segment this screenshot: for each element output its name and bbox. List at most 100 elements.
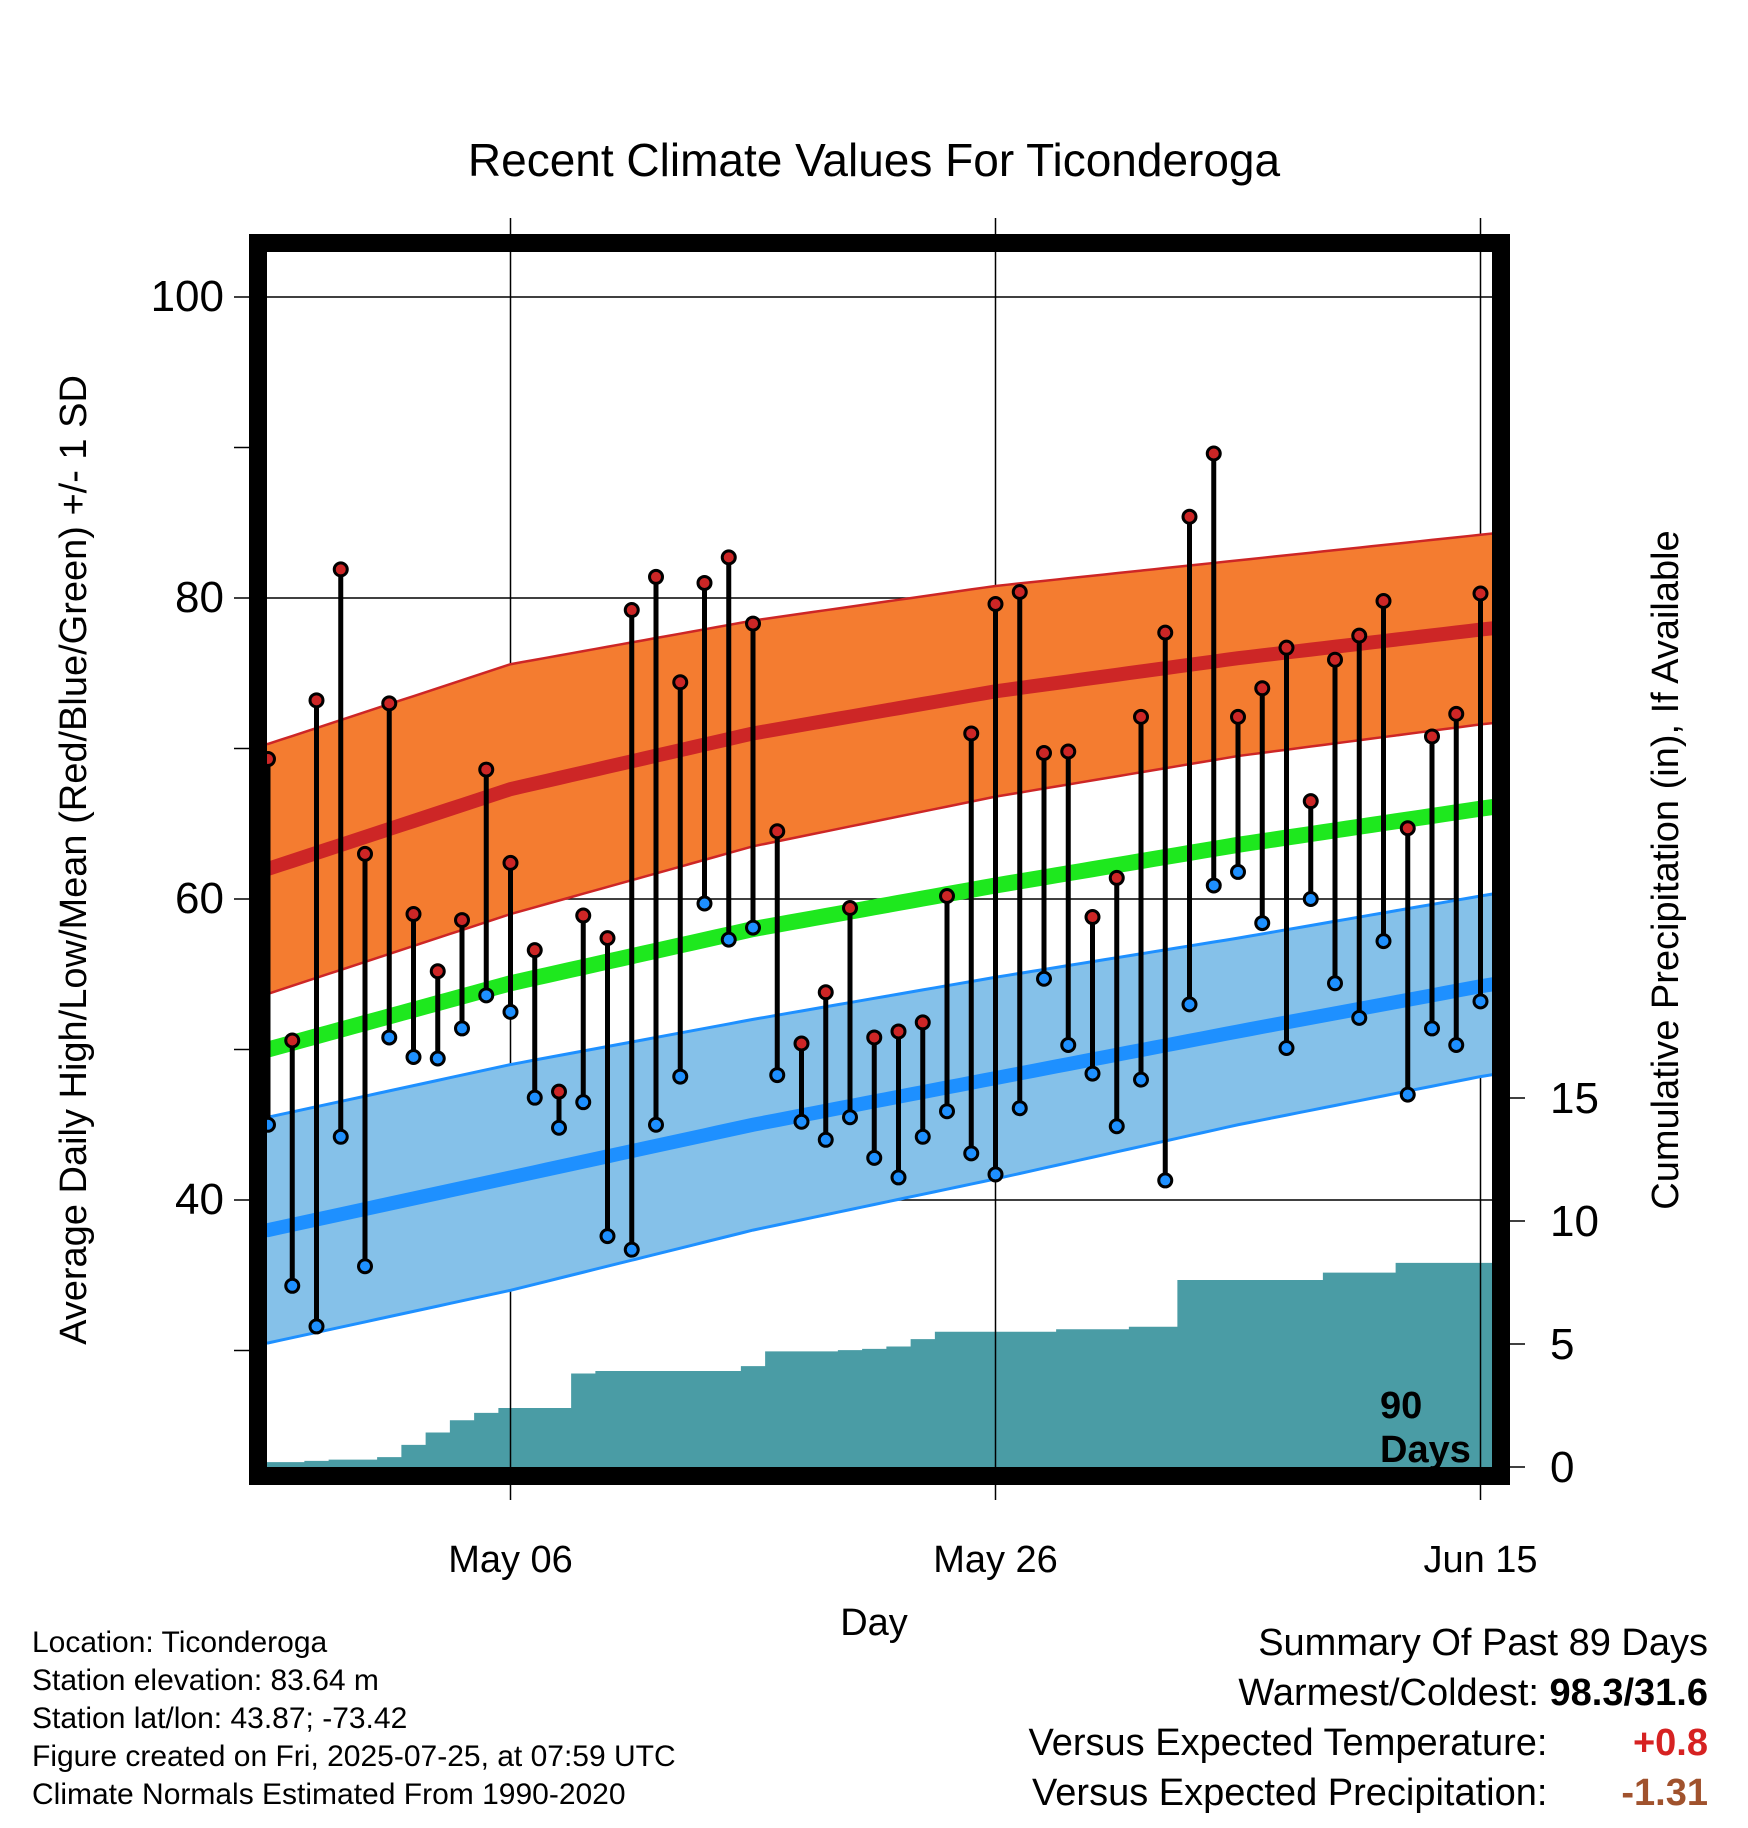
chart-title: Recent Climate Values For Ticonderoga [468, 134, 1281, 186]
high-point [1375, 593, 1392, 610]
high-point [1424, 728, 1440, 745]
high-point [1448, 705, 1465, 722]
high-point [1547, 468, 1560, 481]
low-point [648, 1116, 664, 1133]
day-observation [963, 725, 980, 1162]
temp-value: +0.8 [1632, 1722, 1708, 1764]
day-observation [454, 912, 470, 1037]
high-point [357, 845, 373, 862]
high-point [1668, 333, 1681, 346]
day-observation [1230, 708, 1246, 880]
low-point [599, 1228, 616, 1245]
low-point [623, 1241, 640, 1258]
low-point [1692, 899, 1705, 912]
normals-text: Climate Normals Estimated From 1990-2020 [32, 1778, 626, 1811]
low-band-lower-edge [263, 1072, 1496, 1345]
location-text: Location: Ticonderoga [32, 1626, 328, 1659]
high-point [1108, 869, 1125, 886]
high-point [429, 963, 446, 980]
day-observation [987, 596, 1004, 1183]
day-observation [1351, 627, 1368, 1026]
day-observation [1741, 643, 1748, 1055]
plot-area [263, 248, 1748, 1471]
summary-panel: Summary Of Past 89 Days Warmest/Coldest:… [1029, 1618, 1708, 1818]
high-point [939, 887, 955, 904]
day-observation [1523, 554, 1536, 803]
high-point [405, 906, 422, 923]
day-observation [526, 942, 543, 1106]
low-point [745, 919, 761, 936]
y-tick-label: 100 [151, 272, 224, 321]
low-point [1181, 996, 1198, 1013]
day-observation [599, 930, 616, 1245]
high-point [1717, 754, 1730, 767]
day-observation [890, 1023, 907, 1186]
high-point [1472, 585, 1489, 602]
day-observation [842, 900, 858, 1126]
low-point [720, 931, 737, 948]
y2-tick-label: 0 [1550, 1443, 1574, 1492]
day-observation [745, 615, 761, 936]
low-point [793, 1113, 810, 1130]
day-observation [817, 984, 834, 1148]
low-point [817, 1131, 834, 1148]
low-point [502, 1003, 519, 1020]
day-observation [1302, 793, 1319, 907]
day-observation [1375, 593, 1392, 950]
low-point [890, 1169, 907, 1186]
low-point [332, 1128, 349, 1145]
day-observation [769, 823, 786, 1084]
precipitation-area [263, 1262, 1496, 1467]
summary-row-precip: Versus Expected Precipitation: -1.31 [1029, 1768, 1708, 1818]
mean-normal-line [263, 798, 1496, 1058]
day-observation [1399, 820, 1416, 1103]
high-point [1254, 680, 1271, 697]
low-point [1571, 861, 1584, 874]
day-observation [1108, 869, 1125, 1135]
low-point [1424, 1020, 1440, 1037]
day-observation [381, 695, 398, 1046]
y-axis-label: Average Daily High/Low/Mean (Red/Blue/Gr… [53, 375, 95, 1345]
high-band-upper-edge [263, 531, 1496, 746]
low-point [1472, 993, 1489, 1010]
x-tick-label: Jun 15 [1423, 1539, 1537, 1581]
high-point [1060, 743, 1077, 760]
day-observation [1205, 445, 1222, 894]
low-point [1375, 933, 1392, 950]
high-point [696, 574, 713, 591]
high-point [1278, 639, 1295, 656]
y-tick-label: 80 [175, 573, 224, 622]
high-point [575, 907, 592, 924]
low-point [696, 895, 713, 912]
high-point [769, 823, 786, 840]
today-days-count: 90 [1380, 1385, 1422, 1427]
day-observation [284, 1032, 301, 1294]
high-point [284, 1032, 301, 1049]
precipitation-area-layer [263, 1262, 1496, 1467]
day-observation [914, 1014, 931, 1145]
high-band-lower-edge [263, 721, 1496, 996]
high-point [1230, 708, 1246, 725]
low-point [1547, 753, 1560, 766]
day-observation [1547, 468, 1560, 765]
low-point [1523, 790, 1536, 803]
high-point [1302, 793, 1319, 810]
low-point [429, 1050, 446, 1067]
low-point [1036, 970, 1052, 987]
low-point [939, 1103, 955, 1120]
day-observation [1133, 708, 1149, 1088]
low-point [987, 1166, 1004, 1183]
y-tick-label: 40 [175, 1175, 224, 1224]
day-observation [308, 692, 325, 1335]
x-axis-label: Day [840, 1602, 908, 1644]
low-point [478, 987, 495, 1004]
high-point [1327, 651, 1343, 668]
high-point [963, 725, 980, 742]
high-point [987, 596, 1004, 613]
high-point [745, 615, 761, 632]
station-info: Location: Ticonderoga Station elevation:… [32, 1624, 676, 1814]
high-point [793, 1035, 810, 1052]
low-point [1230, 863, 1246, 880]
day-observation [1472, 585, 1489, 1010]
low-point [672, 1068, 689, 1085]
